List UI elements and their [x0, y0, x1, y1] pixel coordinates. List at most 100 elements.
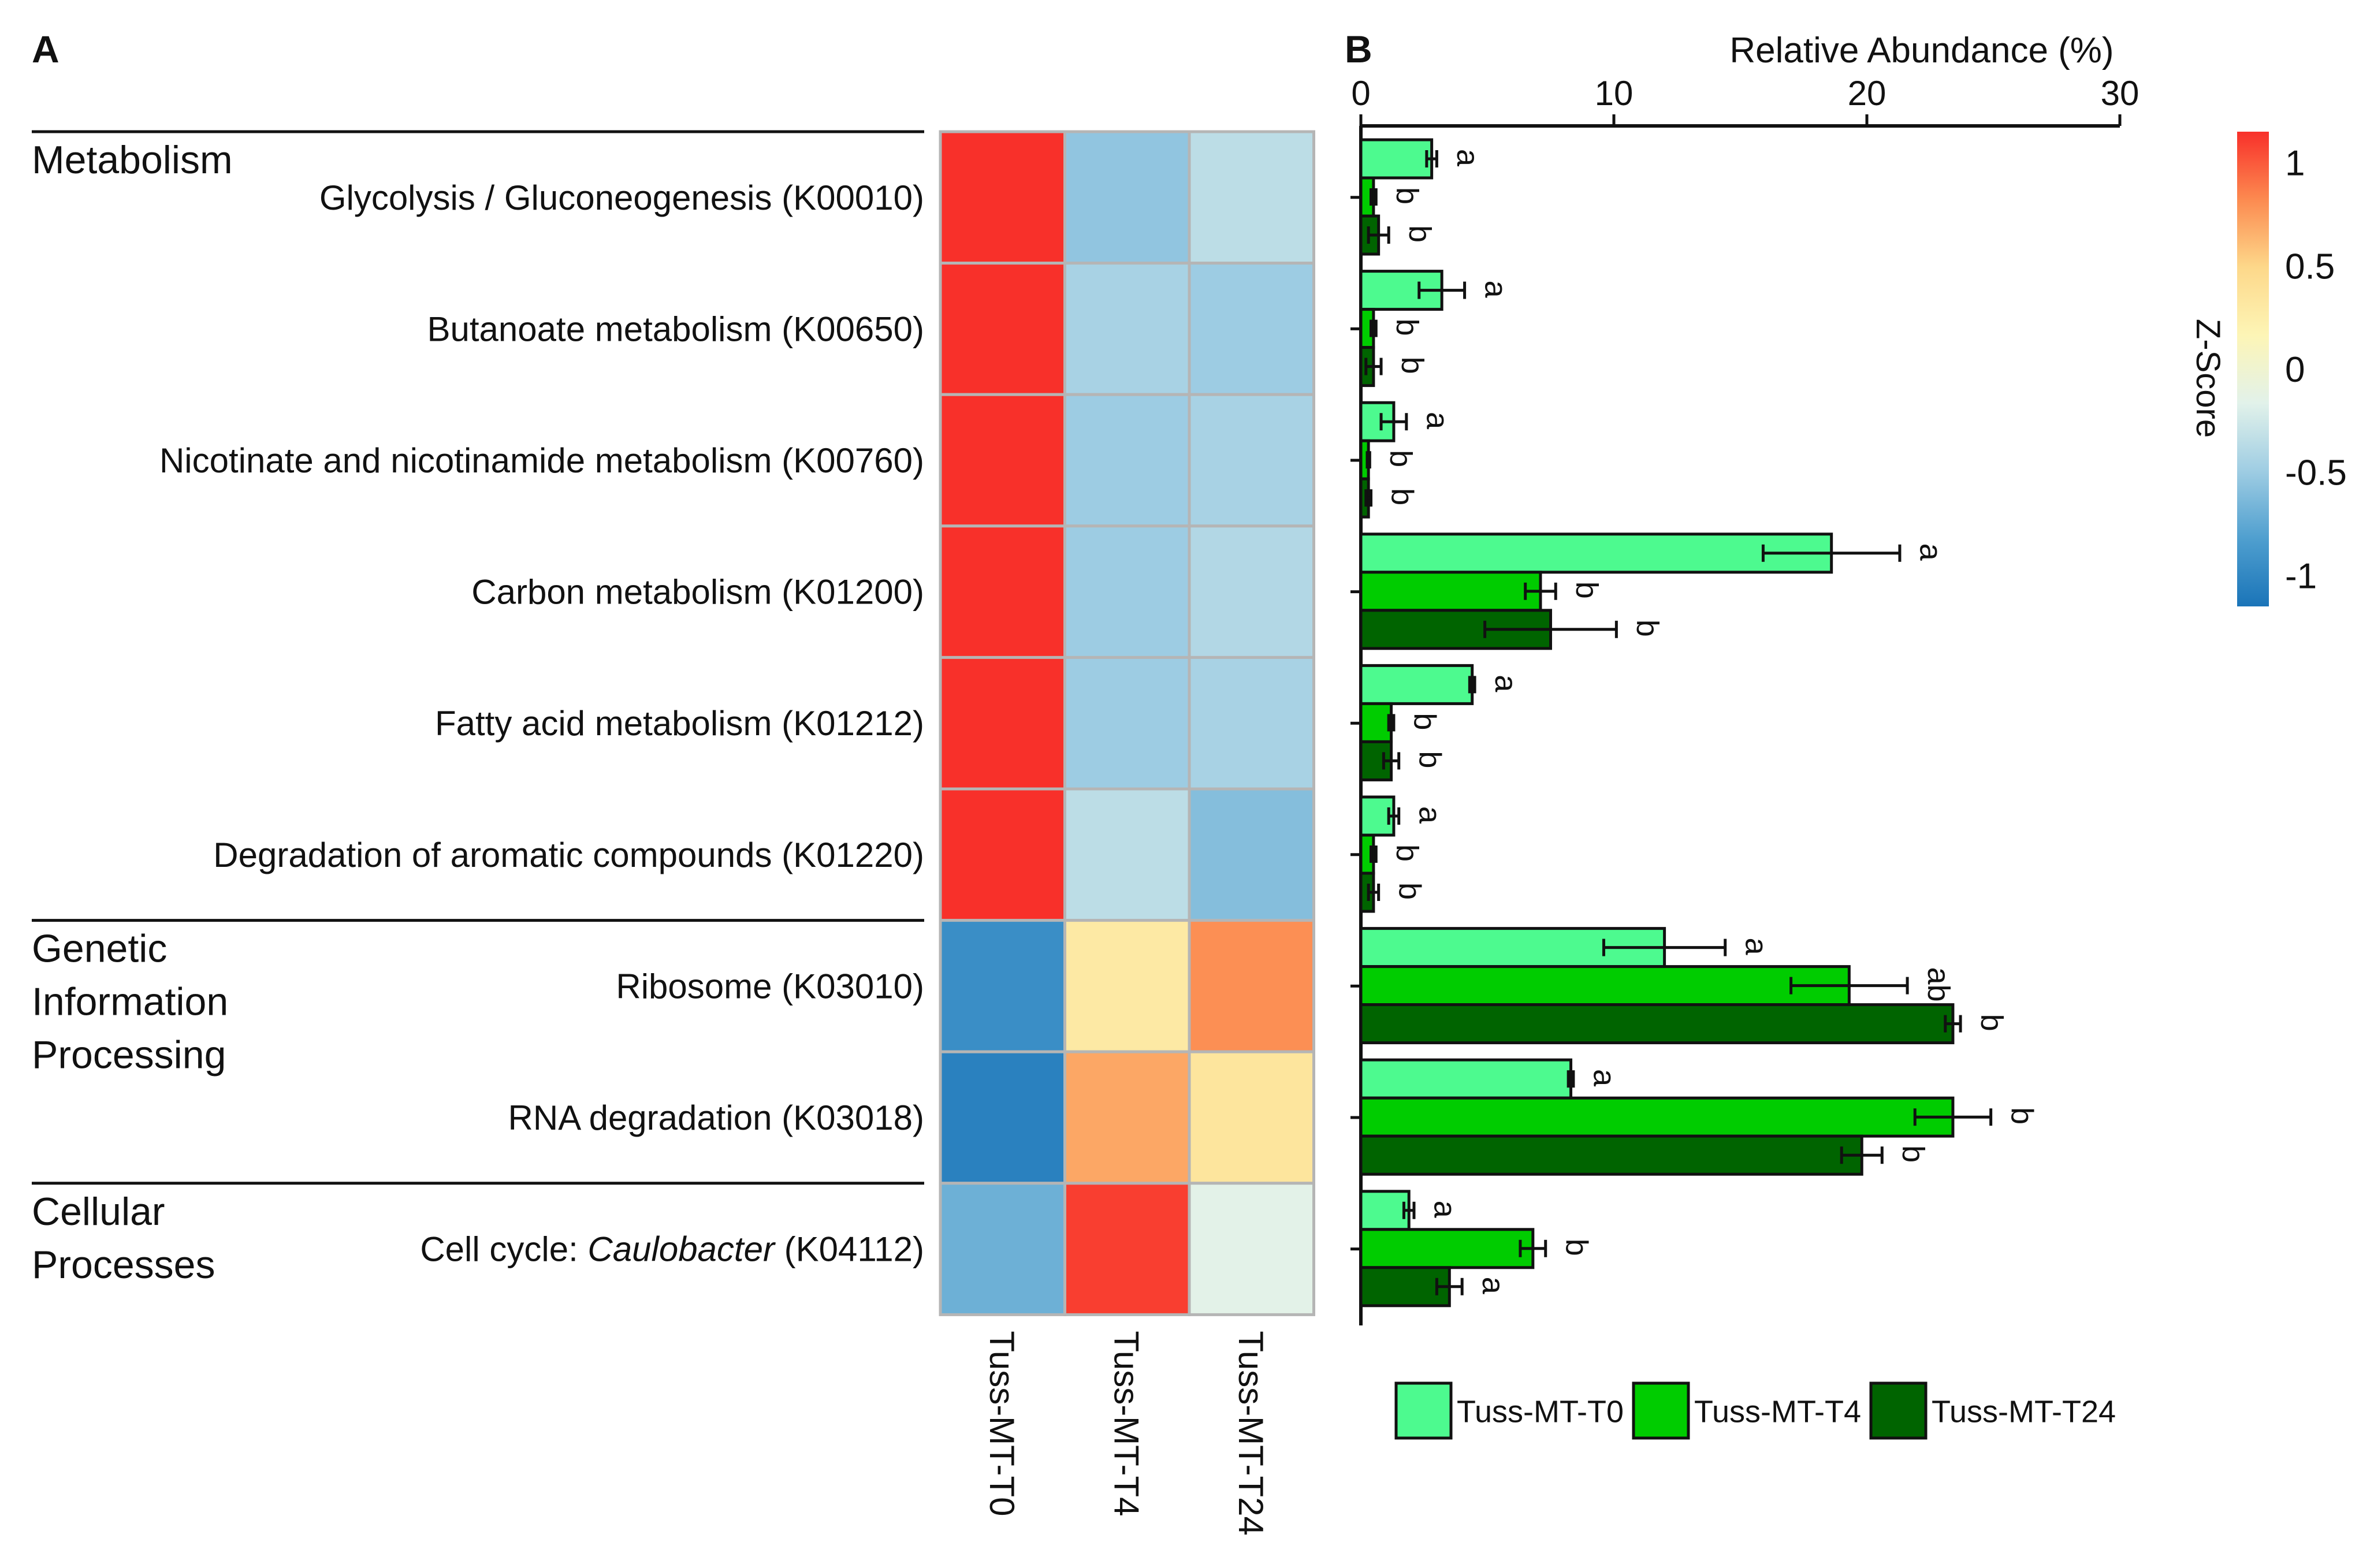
heatmap-cell: [1188, 787, 1315, 922]
significance-letter: a: [1914, 543, 1948, 561]
legend-swatch: [1632, 1381, 1690, 1440]
heatmap-cell: [1188, 1050, 1315, 1185]
heatmap-row-label: Ribosome (K03010): [616, 967, 924, 1005]
colorbar-tick-label: 1: [2285, 144, 2305, 184]
heatmap-row-label: Glycolysis / Gluconeogenesis (K00010): [319, 178, 924, 217]
bar-x-tick-label: 30: [2101, 74, 2140, 113]
significance-letter: b: [1408, 713, 1442, 730]
significance-letter: b: [1390, 319, 1424, 336]
heatmap-category-labels: Metabolism Genetic Information Processing Ce…: [32, 138, 233, 1287]
colorbar-tick-label: 0.5: [2285, 247, 2335, 286]
panel-b-label: B: [1345, 28, 1372, 70]
bar-x-tick-label: 0: [1351, 74, 1370, 113]
panel-a-label: A: [32, 28, 59, 70]
heatmap-cell: [1063, 1050, 1191, 1185]
colorbar-gradient: [2237, 132, 2269, 606]
significance-letter: b: [1390, 844, 1424, 862]
heatmap-cell: [939, 524, 1066, 659]
heatmap-row-label: Nicotinate and nicotinamide metabolism (…: [159, 441, 924, 480]
legend-label: Tuss-MT-T0: [1457, 1395, 1624, 1429]
heatmap-cell: [1188, 524, 1315, 659]
heatmap-cell: [1063, 524, 1191, 659]
bar: [1359, 1003, 1955, 1045]
heatmap-row-labels: Glycolysis / Gluconeogenesis (K00010) But…: [159, 178, 924, 1269]
significance-letter: ab: [1921, 967, 1956, 1002]
significance-letter: a: [1476, 1277, 1510, 1295]
heatmap-cell: [1063, 919, 1191, 1053]
significance-letter: b: [1395, 357, 1430, 374]
bar-legend: Tuss-MT-T0 Tuss-MT-T4 Tuss-MT-T24: [1394, 1381, 2116, 1440]
significance-letter: a: [1412, 806, 1447, 824]
heatmap-row-label: Carbon metabolism (K01200): [471, 573, 924, 612]
heatmap-cell: [1063, 787, 1191, 922]
bar-x-tick-label: 20: [1848, 74, 1887, 113]
legend-swatch: [1394, 1381, 1453, 1440]
significance-letter: a: [1420, 412, 1455, 430]
legend-label: Tuss-MT-T4: [1694, 1395, 1861, 1429]
significance-letter: a: [1739, 938, 1773, 956]
category-label: Genetic Information Processing: [32, 927, 228, 1077]
bar: [1359, 1190, 1411, 1231]
heatmap-cell: [1188, 393, 1315, 528]
heatmap-cell: [939, 393, 1066, 528]
significance-letter: b: [1630, 620, 1665, 637]
significance-letter: b: [1974, 1014, 2009, 1031]
heatmap-row-label: Butanoate metabolism (K00650): [427, 310, 924, 348]
heatmap-cell: [939, 919, 1066, 1053]
heatmap-cell: [1063, 130, 1191, 265]
category-label: Cellular Processes: [32, 1190, 215, 1287]
significance-letter: a: [1478, 281, 1513, 299]
category-label: Metabolism: [32, 138, 233, 182]
bar: [1359, 1096, 1955, 1138]
bar: [1359, 1058, 1573, 1100]
heatmap-cell: [939, 655, 1066, 791]
bar-x-axis-title: Relative Abundance (%): [1729, 31, 2114, 70]
bar: [1359, 532, 1833, 574]
bar: [1359, 664, 1474, 705]
heatmap-row-label: RNA degradation (K03018): [508, 1098, 924, 1137]
heatmap-column-label: Tuss-MT-T4: [1107, 1331, 1145, 1516]
heatmap-column-label: Tuss-MT-T0: [983, 1331, 1021, 1516]
significance-letter: b: [1385, 488, 1419, 505]
heatmap-cell: [1063, 655, 1191, 791]
significance-letter: a: [1587, 1069, 1622, 1087]
bar: [1359, 965, 1851, 1007]
heatmap-category-separators: [32, 130, 924, 1185]
heatmap-column-labels: Tuss-MT-T0 Tuss-MT-T4 Tuss-MT-T24: [983, 1331, 1270, 1535]
bar: [1359, 1228, 1535, 1269]
heatmap-cell: [1188, 1182, 1315, 1316]
heatmap-cell: [1188, 130, 1315, 265]
heatmap-cell: [1188, 262, 1315, 396]
bar-error-bars: [1364, 150, 1993, 1295]
heatmap-cell: [939, 1182, 1066, 1316]
heatmap-row-label: Cell cycle: Caulobacter (K04112): [420, 1230, 924, 1269]
heatmap-cell: [1063, 393, 1191, 528]
significance-letter: b: [1383, 450, 1418, 467]
bar: [1359, 1266, 1451, 1308]
heatmap-cell: [939, 262, 1066, 396]
heatmap-row-label: Fatty acid metabolism (K01212): [435, 704, 924, 743]
heatmap-cell: [1063, 1182, 1191, 1316]
bar-x-tick-label: 10: [1595, 74, 1634, 113]
heatmap-cells: [939, 130, 1315, 1316]
colorbar-title: Z-Score: [2189, 319, 2227, 438]
significance-letter: a: [1489, 675, 1523, 692]
bar-series-bars: [1359, 138, 1955, 1308]
colorbar-tick-label: -0.5: [2285, 453, 2347, 493]
significance-letter: b: [1896, 1145, 1930, 1163]
colorbar-tick-label: -1: [2285, 556, 2317, 596]
significance-letter: b: [1402, 225, 1437, 243]
heatmap-row-label: Degradation of aromatic compounds (K0122…: [213, 836, 924, 874]
heatmap-cell: [1063, 262, 1191, 396]
heatmap-cell: [1188, 655, 1315, 791]
colorbar-tick-label: 0: [2285, 350, 2305, 390]
significance-letter: b: [2004, 1107, 2039, 1124]
legend-swatch: [1869, 1381, 1928, 1440]
significance-letter: b: [1569, 582, 1604, 599]
bar: [1359, 702, 1393, 743]
bar: [1359, 571, 1542, 612]
bar: [1359, 138, 1434, 180]
significance-letter: b: [1390, 187, 1424, 204]
legend-label: Tuss-MT-T24: [1932, 1395, 2116, 1429]
